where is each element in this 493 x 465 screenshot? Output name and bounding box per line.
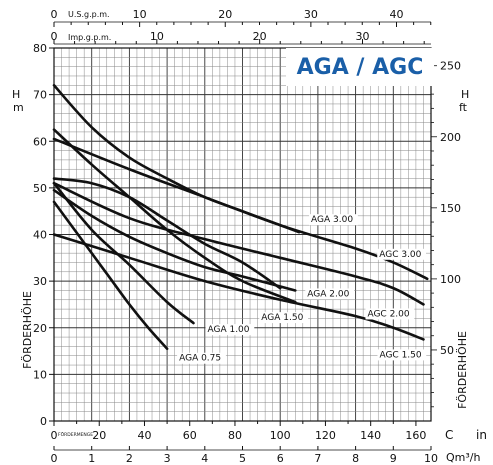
y-axis-title-left: FÖRDERHÖHE: [21, 291, 34, 369]
usgpm-tick-label: 10: [133, 8, 147, 21]
x-axis-title: Qm³/h: [446, 451, 480, 464]
curve-label-bg: [177, 352, 226, 364]
impgpm-tick-label: 30: [355, 30, 369, 43]
y-tick-label: 60: [33, 135, 47, 148]
curve-label: AGC 1.50: [379, 350, 421, 360]
y-tick-label: 80: [33, 42, 47, 55]
curve-agc-3-00: [52, 137, 429, 281]
curve-aga-1-00: [52, 181, 195, 325]
curve-label: AGC 2.00: [367, 309, 409, 319]
y-tick-label: 50: [33, 182, 47, 195]
y-unit-h: H: [12, 88, 20, 101]
curve-aga-3-00: [52, 84, 301, 234]
y-tick-label: 70: [33, 89, 47, 102]
y-unit-right-ft: ft: [459, 101, 468, 114]
q-tick-label: 7: [314, 452, 321, 465]
q-tick-label: 6: [277, 452, 284, 465]
lmin-tick-label: 0: [51, 429, 58, 442]
q-tick-label: 8: [352, 452, 359, 465]
curve-label-bg: [377, 248, 427, 260]
chart-curves: [52, 84, 429, 351]
lmin-tick-label: 140: [360, 429, 381, 442]
q-tick-label: 1: [88, 452, 95, 465]
q-tick-label: 5: [239, 452, 246, 465]
lmin-unit-label: C: [445, 428, 453, 442]
y-tick-label: 40: [33, 229, 47, 242]
curve-label: AGA 3.00: [311, 215, 353, 225]
curve-label-bg: [365, 308, 415, 320]
usgpm-tick-label: 30: [304, 8, 318, 21]
y-tick-label: 10: [33, 368, 47, 381]
q-tick-label: 10: [424, 452, 438, 465]
q-tick-label: 0: [51, 452, 58, 465]
y-tick-label: 0: [40, 415, 47, 428]
q-tick-label: 2: [126, 452, 133, 465]
q-tick-label: 9: [390, 452, 397, 465]
curve-aga-1-50-alt: [52, 177, 282, 290]
curve-aga-2-00: [52, 188, 297, 292]
impgpm-tick-label: 20: [253, 30, 267, 43]
usgpm-tick-label: 20: [218, 8, 232, 21]
curve-label-bg: [205, 324, 255, 336]
curve-label-bg: [377, 349, 427, 361]
curve-label-bg: [259, 312, 309, 324]
lmin-tick-label: 20: [92, 429, 106, 442]
y-tick-label: 20: [33, 322, 47, 335]
usgpm-unit-label: U.S.g.p.m.: [68, 10, 110, 19]
ft-tick-label: 200: [440, 131, 461, 144]
usgpm-tick-label: 40: [390, 8, 404, 21]
usgpm-tick-label: 0: [51, 8, 58, 21]
ft-tick-label: 100: [440, 273, 461, 286]
foerdermenge-label: FÖRDERMENGE: [58, 431, 93, 438]
chart-grid: [53, 47, 432, 422]
q-tick-label: 4: [201, 452, 208, 465]
y-tick-label: 30: [33, 275, 47, 288]
impgpm-unit-label: Imp.g.p.m.: [68, 33, 111, 42]
y-unit-right-h: H: [461, 88, 469, 101]
curve-label: AGA 2.00: [307, 289, 349, 299]
y-unit-m: m: [13, 101, 24, 114]
curve-label-bg: [305, 288, 355, 300]
lmin-tick-label: 80: [228, 429, 242, 442]
in-unit-label: in: [476, 428, 487, 442]
curve-agc-1-50: [52, 233, 425, 341]
impgpm-tick-label: 0: [51, 30, 58, 43]
curve-label: AGC 3.00: [379, 250, 421, 260]
title-box: [286, 48, 434, 86]
curve-label-bg: [309, 214, 358, 226]
lmin-tick-label: 100: [270, 429, 291, 442]
ft-tick-label: 150: [440, 202, 461, 215]
impgpm-tick-label: 10: [150, 30, 164, 43]
ft-tick-label: 250: [440, 60, 461, 73]
chart-title: AGA / AGC: [297, 55, 424, 80]
curve-agc-2-00: [52, 181, 425, 306]
lmin-tick-label: 40: [137, 429, 151, 442]
q-tick-label: 3: [164, 452, 171, 465]
ft-tick-label: 50: [440, 344, 454, 357]
y-axis-title-right: FÖRDERHÖHE: [456, 331, 469, 409]
curve-aga-0-75: [52, 200, 169, 351]
curve-label: AGA 1.50: [261, 313, 303, 323]
lmin-tick-label: 120: [315, 429, 336, 442]
chart-labels: AGA 0.75 AGA 1.00 AGA 1.50 AGA 2.00 AGA 3.00…: [177, 214, 427, 364]
lmin-tick-label: 60: [183, 429, 197, 442]
curve-label: AGA 0.75: [179, 354, 221, 364]
lmin-tick-label: 160: [405, 429, 426, 442]
curve-label: AGA 1.00: [207, 325, 249, 335]
